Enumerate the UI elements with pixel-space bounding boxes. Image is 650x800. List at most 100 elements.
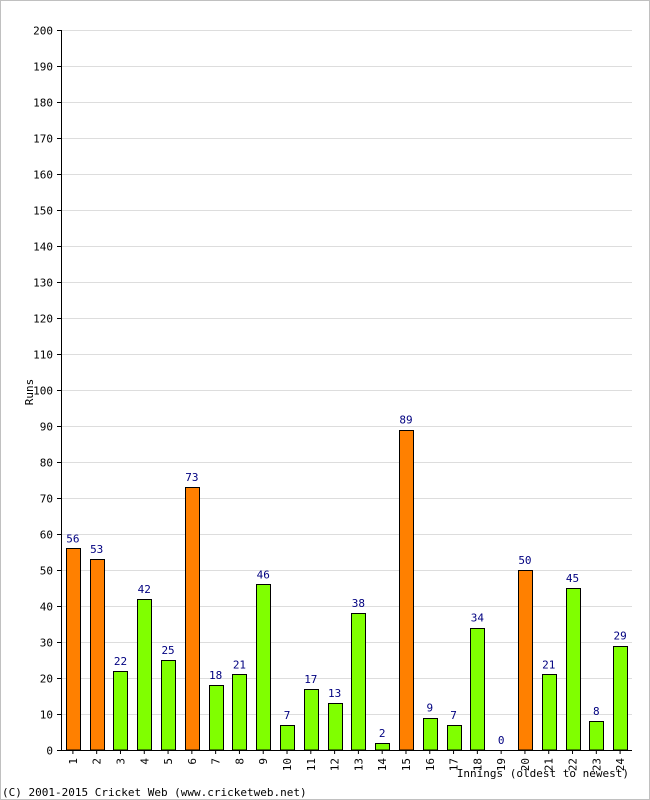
x-tick-label: 11 [305,758,318,771]
x-tick-label: 24 [614,758,627,772]
copyright-text: (C) 2001-2015 Cricket Web (www.cricketwe… [2,786,307,799]
x-tick-label: 9 [257,758,270,765]
data-label: 73 [185,471,198,484]
x-tick-label: 18 [471,758,484,771]
y-tick-label: 170 [33,133,53,146]
data-label: 29 [613,630,626,643]
data-label: 38 [352,597,365,610]
bar [304,689,319,751]
y-tick-label: 40 [40,601,53,614]
data-label: 50 [518,554,531,567]
data-label: 9 [426,702,433,715]
data-label: 18 [209,669,222,682]
bar [470,628,485,751]
data-label: 34 [471,612,485,625]
x-tick-label: 2 [91,758,104,765]
data-label: 0 [498,734,505,747]
x-tick-label: 10 [281,758,294,771]
bar [113,671,128,751]
bar [399,430,414,751]
bar [542,674,557,751]
x-axis-title: Innings (oldest to newest) [457,767,629,780]
y-tick-label: 80 [40,457,53,470]
bar [589,721,604,751]
x-tick-label: 6 [186,758,199,765]
x-tick-label: 23 [590,758,603,771]
y-tick-label: 120 [33,313,53,326]
x-tick-label: 7 [210,758,223,765]
data-labels: 56 53 22 42 25 73 18 21 46 7 17 13 38 2 89 9 7 34 0 50 21 45 8… [66,414,626,747]
x-tick-label: 1 [67,758,80,765]
data-label: 22 [114,655,127,668]
bar [423,718,438,751]
x-tick-label: 20 [519,758,532,771]
grid-lines [61,30,632,715]
data-label: 8 [593,705,600,718]
bar [328,703,343,751]
x-tick-label: 22 [567,758,580,771]
data-label: 46 [257,568,270,581]
y-tick-label: 60 [40,529,53,542]
x-tick-label: 16 [424,758,437,771]
bar [137,599,152,751]
data-label: 2 [379,727,386,740]
y-tick-label: 130 [33,277,53,290]
y-tick-label: 190 [33,61,53,74]
bar [185,487,200,751]
data-label: 56 [66,532,79,545]
y-tick-label: 150 [33,205,53,218]
y-tick-label: 10 [40,709,53,722]
y-axis-ticks: 0 10 20 30 40 50 60 70 80 90 100 110 120 130 140 150 160… [33,25,61,758]
data-label: 17 [304,673,317,686]
x-axis-ticks: 1 2 3 4 5 6 7 8 9 10 11 12 13 14 15 16 17 18 19 20 21 22 23 24 [67,750,627,771]
x-tick-label: 3 [114,758,127,765]
data-label: 53 [90,543,103,556]
bar [566,588,581,751]
y-tick-label: 110 [33,349,53,362]
bar [90,559,105,751]
data-label: 21 [542,658,555,671]
y-axis-title: Runs [23,379,36,406]
bar [256,584,271,751]
bar [447,725,462,751]
bar [280,725,295,751]
y-tick-label: 180 [33,97,53,110]
x-tick-label: 8 [233,758,246,765]
x-tick-label: 17 [448,758,461,771]
bar [232,674,247,751]
y-tick-label: 70 [40,493,53,506]
x-tick-label: 14 [376,758,389,772]
y-tick-label: 20 [40,673,53,686]
y-tick-label: 90 [40,421,53,434]
x-tick-label: 19 [495,758,508,771]
bars [66,430,628,751]
x-tick-label: 13 [352,758,365,771]
x-tick-label: 21 [543,758,556,771]
data-label: 21 [233,658,246,671]
bar [161,660,176,751]
data-label: 42 [138,583,151,596]
bar [351,613,366,751]
y-tick-label: 0 [46,745,53,758]
y-tick-label: 140 [33,241,53,254]
y-tick-label: 50 [40,565,53,578]
bar [209,685,224,751]
y-tick-label: 160 [33,169,53,182]
y-tick-label: 30 [40,637,53,650]
data-label: 89 [399,414,412,427]
x-tick-label: 15 [400,758,413,771]
x-tick-label: 12 [329,758,342,771]
bar [375,743,390,751]
bar [613,646,628,751]
y-tick-label: 100 [33,385,53,398]
data-label: 25 [161,644,174,657]
y-tick-label: 200 [33,25,53,38]
x-tick-label: 4 [138,758,151,765]
data-label: 13 [328,687,341,700]
data-label: 45 [566,572,579,585]
data-label: 7 [284,709,291,722]
bar [518,570,533,751]
